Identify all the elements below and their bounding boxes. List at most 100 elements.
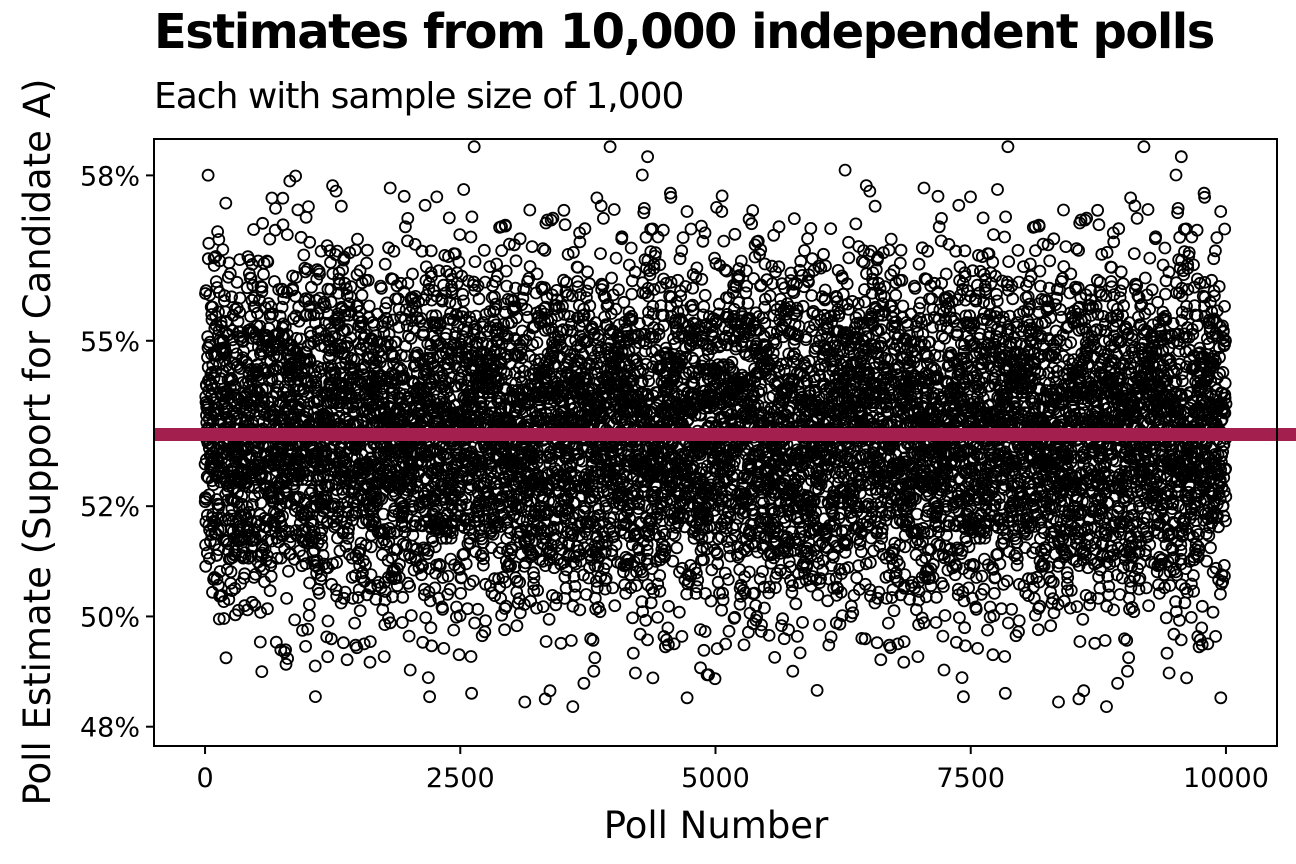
data-point [322,480,336,494]
data-point [641,633,654,647]
data-point [329,184,343,198]
data-point [233,253,247,267]
data-point [270,552,284,565]
data-point [464,650,478,663]
data-point [299,210,313,224]
data-point [338,585,352,599]
data-point [288,613,302,627]
data-point [221,387,235,401]
data-point [344,280,358,294]
data-point [356,566,369,580]
data-point [499,264,513,278]
data-point [363,655,377,669]
data-point [346,592,360,605]
data-point [224,565,238,579]
data-point [296,624,309,637]
data-point [357,637,371,651]
data-point [217,612,231,625]
data-point [369,593,383,606]
data-point [271,349,285,362]
data-point [468,616,482,630]
data-point [255,280,269,294]
data-point [215,589,229,602]
data-point [257,267,270,281]
chart-subtitle: Each with sample size of 1,000 [154,76,684,117]
data-point [302,609,316,622]
data-point [406,267,419,281]
data-point [626,646,640,660]
data-point [308,690,322,703]
data-point [225,509,238,522]
data-point [230,275,244,289]
data-point [216,243,230,257]
data-point [263,584,277,598]
data-point [313,267,326,281]
data-point [355,288,369,302]
data-point [468,255,482,269]
data-point [312,586,326,600]
data-point [348,616,362,630]
data-point [261,255,275,269]
data-point [245,498,259,511]
data-point [212,543,226,556]
data-point [518,695,532,709]
data-point [633,627,647,641]
data-point [297,248,311,262]
data-point [336,636,350,650]
data-point [673,252,687,266]
data-point [212,612,226,626]
data-point [329,583,343,596]
data-point [465,686,479,700]
data-point [265,191,279,205]
data-point [254,606,268,619]
data-point [423,690,437,704]
data-point [536,600,550,613]
data-point [697,300,711,314]
data-point [698,288,712,302]
data-point [337,591,351,605]
data-point [421,671,435,684]
data-point [244,271,258,285]
data-point [686,281,700,295]
data-point [339,539,353,553]
data-point [321,614,335,628]
data-point [227,409,241,423]
data-point [225,584,239,597]
data-point [213,254,227,268]
data-point [477,243,491,257]
data-point [605,271,618,285]
data-point [257,562,271,576]
data-point [351,232,364,246]
data-point [538,692,552,706]
data-point [264,569,278,583]
data-point [308,659,322,673]
data-point [624,241,638,255]
data-point [303,235,317,249]
data-point [646,671,660,685]
data-point [293,397,307,411]
data-point [253,635,267,649]
data-point [641,150,654,164]
data-point [350,506,363,520]
chart-title: Estimates from 10,000 independent polls [154,4,1215,60]
data-point [635,168,649,182]
data-point [255,285,269,299]
data-point [402,629,416,643]
data-point [245,257,259,271]
data-point [629,666,642,680]
data-point [360,243,374,257]
data-point [302,598,316,611]
data-point [218,289,231,303]
data-point [260,602,274,616]
data-point [351,591,365,604]
data-point [353,264,367,278]
data-point [289,169,303,183]
data-point [286,281,300,295]
data-point [353,604,367,618]
data-point [278,320,292,334]
data-point [609,251,623,265]
data-point [452,648,466,662]
data-point [539,635,553,648]
data-point [321,650,335,664]
data-point [543,684,557,698]
